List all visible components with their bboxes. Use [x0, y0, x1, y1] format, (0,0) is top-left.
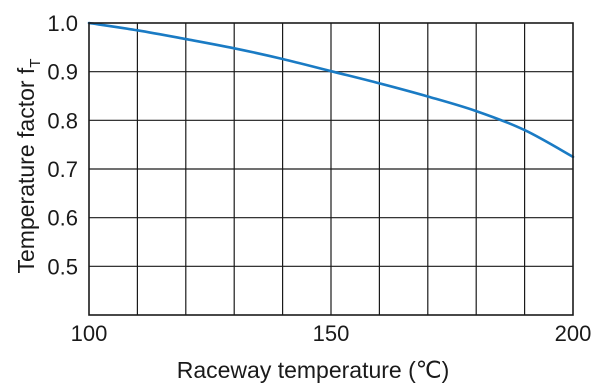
x-tick-label: 200	[555, 321, 592, 346]
y-tick-labels: 0.5 0.6 0.7 0.8 0.9 1.0	[47, 11, 78, 279]
x-tick-label: 100	[71, 321, 108, 346]
y-tick-label: 0.6	[47, 206, 78, 231]
y-tick-label: 0.7	[47, 157, 78, 182]
y-tick-label: 1.0	[47, 11, 78, 36]
y-axis-title-subscript: T	[27, 59, 44, 68]
y-tick-label: 0.5	[47, 254, 78, 279]
x-axis-title: Raceway temperature (℃)	[177, 357, 450, 383]
series-line	[87, 21, 575, 159]
y-tick-label: 0.8	[47, 108, 78, 133]
y-axis-title-main: Temperature factor f	[13, 67, 39, 273]
y-axis-title: Temperature factor fT	[13, 59, 44, 274]
series-curves	[87, 21, 575, 159]
grid	[89, 23, 573, 315]
x-tick-labels: 100 150 200	[71, 321, 592, 346]
y-tick-label: 0.9	[47, 60, 78, 85]
x-tick-label: 150	[313, 321, 350, 346]
plot-frame	[88, 22, 574, 316]
